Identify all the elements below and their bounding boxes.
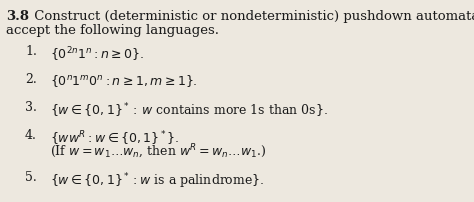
Text: $\{w \in \{0,1\}^* :\, w$ contains more 1s than 0s$\}.$: $\{w \in \{0,1\}^* :\, w$ contains more … (50, 101, 328, 120)
Text: $\{w \in \{0,1\}^* : w$ is a palindrome$\}.$: $\{w \in \{0,1\}^* : w$ is a palindrome$… (50, 171, 264, 191)
Text: accept the following languages.: accept the following languages. (6, 24, 219, 37)
Text: 3.8: 3.8 (6, 10, 29, 23)
Text: $\{0^n1^m0^n : n \geq 1, m \geq 1\}.$: $\{0^n1^m0^n : n \geq 1, m \geq 1\}.$ (50, 73, 198, 89)
Text: $\{ww^R : w \in \{0,1\}^*\}.$: $\{ww^R : w \in \{0,1\}^*\}.$ (50, 129, 180, 147)
Text: 2.: 2. (25, 73, 37, 86)
Text: 3.: 3. (25, 101, 37, 114)
Text: 5.: 5. (25, 171, 37, 184)
Text: (If $w = w_1 \ldots w_n$, then $w^R = w_n \ldots w_1$.): (If $w = w_1 \ldots w_n$, then $w^R = w_… (50, 143, 266, 161)
Text: $\{0^{2n}1^n : n \geq 0\}.$: $\{0^{2n}1^n : n \geq 0\}.$ (50, 45, 145, 64)
Text: Construct (deterministic or nondeterministic) pushdown automata that: Construct (deterministic or nondetermini… (30, 10, 474, 23)
Text: 1.: 1. (25, 45, 37, 58)
Text: 4.: 4. (25, 129, 37, 142)
